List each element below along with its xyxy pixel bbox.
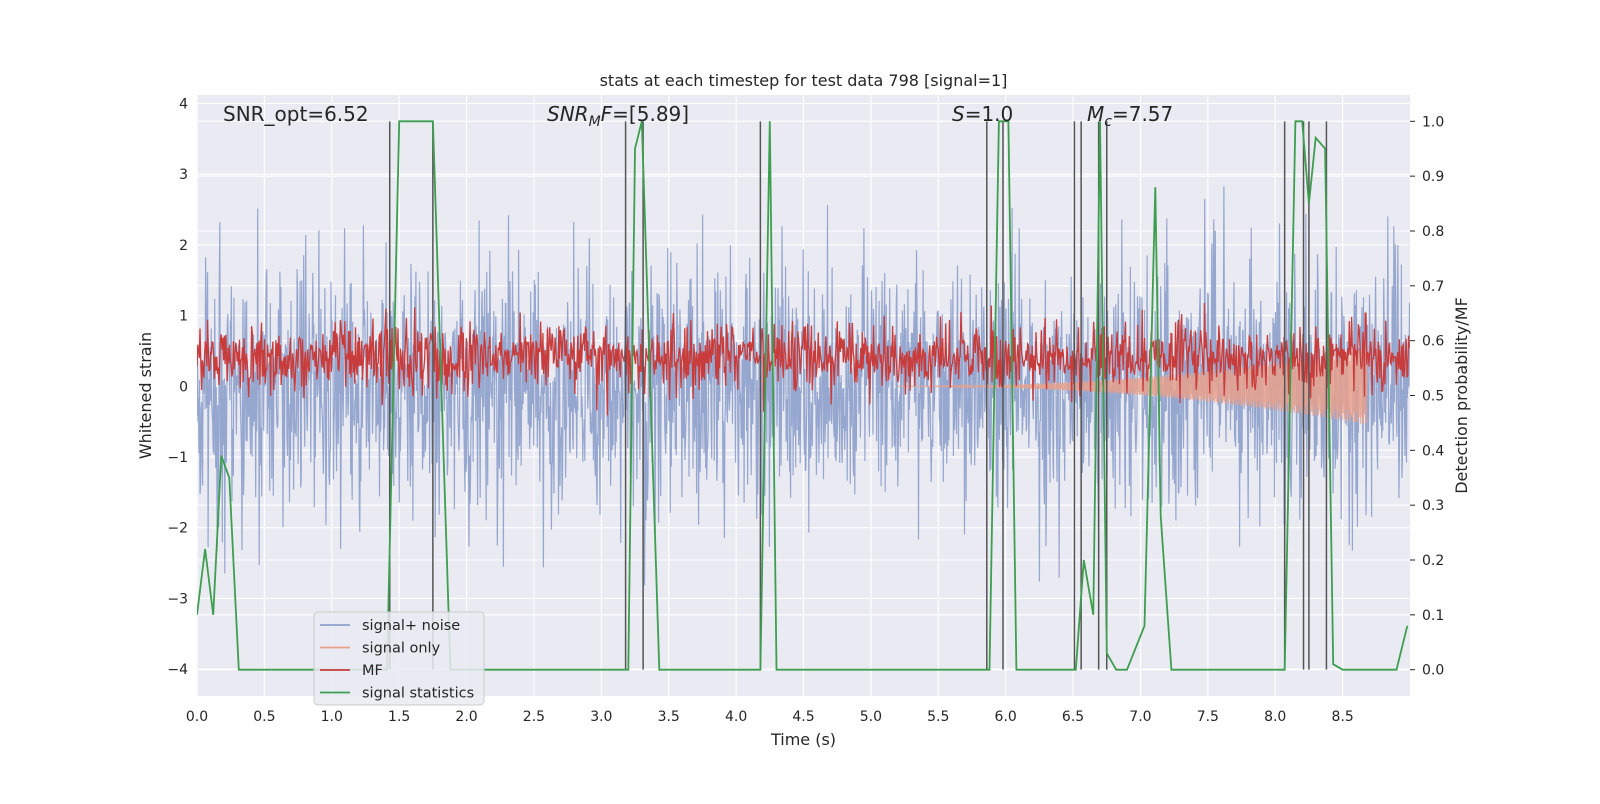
- annotation-snr-mf: SNRMF=[5.89]: [547, 102, 689, 130]
- legend-label: MF: [362, 663, 383, 679]
- x-tick-label: 0.0: [186, 709, 208, 725]
- x-tick-label: 4.5: [792, 709, 814, 725]
- x-tick-label: 2.0: [455, 709, 477, 725]
- right-y-tick-label: 0.7: [1422, 279, 1444, 295]
- right-y-tick-label: 0.4: [1422, 443, 1444, 459]
- right-y-tick-label: 0.8: [1422, 224, 1444, 240]
- legend-box: [313, 611, 485, 706]
- left-y-tick-label: −1: [167, 450, 188, 466]
- right-y-tick-label: 0.0: [1422, 663, 1444, 679]
- right-y-axis-label: Detection probability/MF: [1452, 297, 1471, 494]
- x-tick-label: 1.5: [388, 709, 410, 725]
- right-y-ticks: 1.0 0.9 0.8 0.7 0.6 0.5 0.4 0.3 0.2 0.1 0.0: [1410, 114, 1444, 679]
- right-y-tick-label: 0.3: [1422, 498, 1444, 514]
- right-y-tick-label: 1.0: [1422, 114, 1444, 130]
- legend-label: signal+ noise: [362, 618, 460, 634]
- left-y-tick-label: −3: [167, 591, 188, 607]
- vertical-markers: [388, 121, 1328, 670]
- legend-label: signal only: [362, 641, 441, 657]
- legend: signal+ noise signal only MF signal statist…: [313, 611, 485, 706]
- right-y-tick-label: 0.5: [1422, 389, 1444, 405]
- mf-line: [197, 302, 1410, 416]
- right-y-tick-label: 0.6: [1422, 334, 1444, 350]
- x-tick-label: 8.0: [1264, 709, 1286, 725]
- annotation-s: S=1.0: [952, 102, 1013, 126]
- legend-label: signal statistics: [362, 686, 474, 702]
- x-tick-label: 3.0: [590, 709, 612, 725]
- x-tick-label: 7.5: [1197, 709, 1219, 725]
- right-y-tick-label: 0.2: [1422, 553, 1444, 569]
- signal-only-line: [897, 347, 1368, 425]
- x-tick-label: 1.0: [321, 709, 343, 725]
- annotation-snr-opt: SNR_opt=6.52: [223, 102, 369, 126]
- x-axis-label: Time (s): [770, 730, 836, 749]
- x-tick-label: 2.5: [523, 709, 545, 725]
- right-y-tick-label: 0.1: [1422, 608, 1444, 624]
- right-y-tick-label: 0.9: [1422, 169, 1444, 185]
- x-tick-label: 8.5: [1331, 709, 1353, 725]
- left-y-axis-label: Whitened strain: [136, 332, 155, 459]
- x-tick-label: 3.5: [658, 709, 680, 725]
- annotations: SNR_opt=6.52 SNRMF=[5.89] S=1.0 Mc=7.57: [223, 102, 1173, 130]
- x-tick-label: 7.0: [1129, 709, 1151, 725]
- left-y-tick-label: 1: [179, 309, 188, 325]
- left-y-tick-label: −4: [167, 662, 188, 678]
- x-tick-label: 0.5: [253, 709, 275, 725]
- chart-title: stats at each timestep for test data 798…: [600, 71, 1008, 90]
- annotation-mc: Mc=7.57: [1087, 102, 1173, 130]
- left-y-tick-label: 4: [179, 96, 188, 112]
- x-tick-label: 6.5: [1062, 709, 1084, 725]
- left-y-tick-label: 2: [179, 238, 188, 254]
- x-tick-label: 5.5: [927, 709, 949, 725]
- x-tick-label: 5.0: [860, 709, 882, 725]
- left-y-ticks: 4 3 2 1 0 −1 −2 −3 −4: [167, 96, 188, 678]
- left-y-tick-label: 3: [179, 167, 188, 183]
- left-y-tick-label: −2: [167, 521, 188, 537]
- x-tick-label: 4.0: [725, 709, 747, 725]
- x-ticks: 0.0 0.5 1.0 1.5 2.0 2.5 3.0 3.5 4.0 4.5 5.0 5.5 6.0 6…: [186, 709, 1354, 725]
- x-tick-label: 6.0: [995, 709, 1017, 725]
- plot-content: [197, 120, 1410, 671]
- signal-statistics-line: [197, 120, 1409, 671]
- left-y-tick-label: 0: [179, 379, 188, 395]
